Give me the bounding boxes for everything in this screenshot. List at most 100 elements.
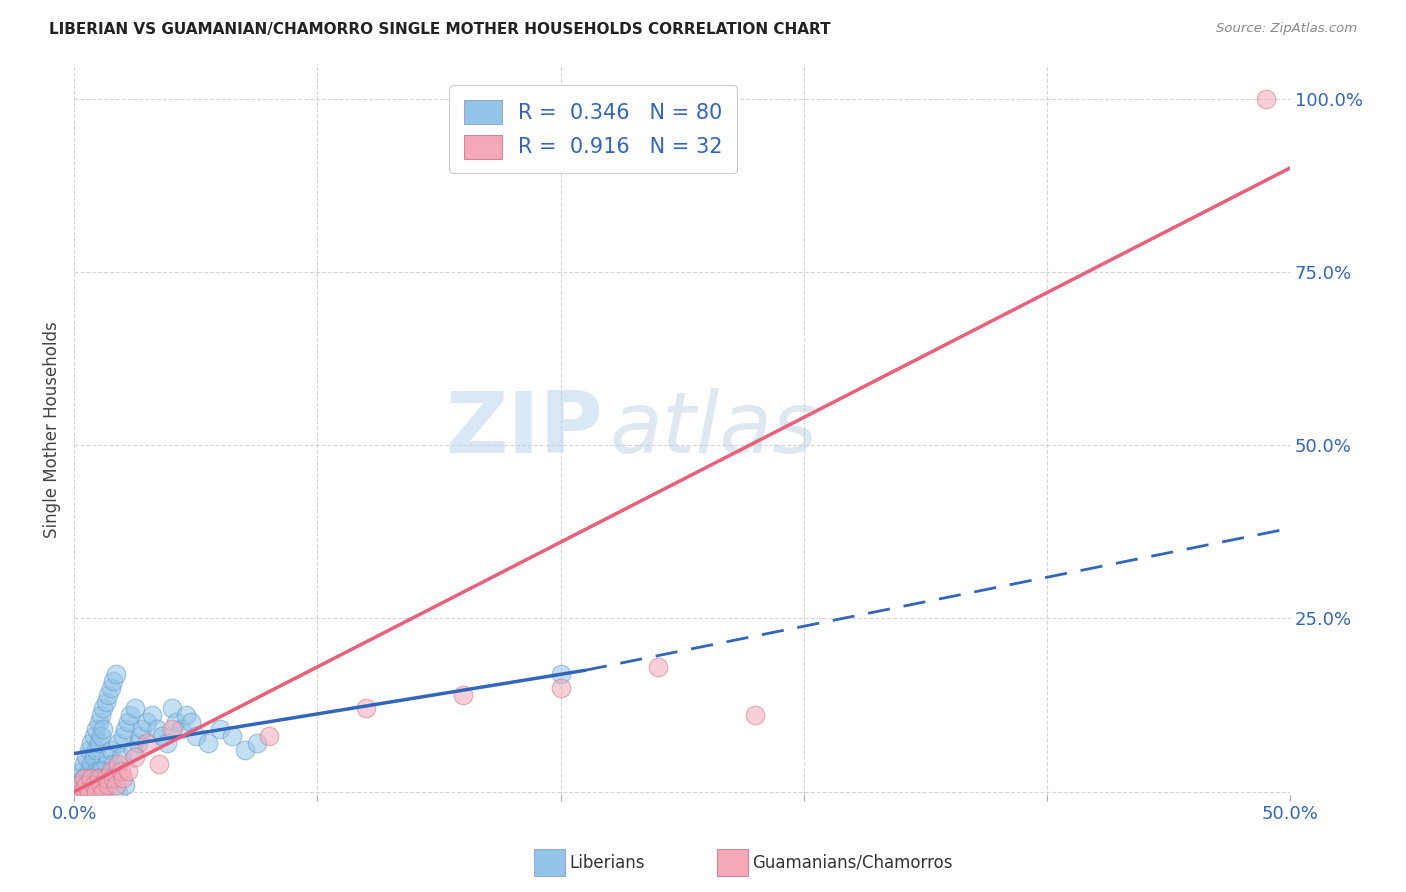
Point	[83, 729, 105, 743]
Point	[221, 729, 243, 743]
Point	[90, 764, 112, 778]
Text: LIBERIAN VS GUAMANIAN/CHAMORRO SINGLE MOTHER HOUSEHOLDS CORRELATION CHART: LIBERIAN VS GUAMANIAN/CHAMORRO SINGLE MO…	[49, 22, 831, 37]
Point	[131, 723, 153, 737]
Point	[93, 784, 115, 798]
Point	[170, 723, 193, 737]
Point	[76, 771, 98, 785]
Point	[453, 688, 475, 702]
Point	[647, 660, 669, 674]
Point	[76, 778, 98, 792]
Point	[80, 778, 103, 792]
Point	[70, 764, 93, 778]
Point	[87, 736, 110, 750]
Point	[100, 771, 122, 785]
Point	[73, 771, 96, 785]
Point	[84, 771, 107, 785]
Point	[67, 778, 90, 792]
Point	[80, 756, 103, 771]
Point	[73, 771, 96, 785]
Text: ZIP: ZIP	[446, 388, 603, 471]
Point	[97, 778, 120, 792]
Text: atlas: atlas	[609, 388, 817, 471]
Text: Guamanians/Chamorros: Guamanians/Chamorros	[752, 854, 953, 871]
Point	[146, 723, 169, 737]
Point	[77, 743, 100, 757]
Point	[84, 723, 107, 737]
Point	[148, 756, 170, 771]
Point	[97, 750, 120, 764]
Point	[76, 784, 98, 798]
Point	[114, 723, 136, 737]
Point	[107, 736, 129, 750]
Point	[354, 701, 377, 715]
Point	[110, 764, 132, 778]
Point	[66, 784, 89, 798]
Point	[77, 764, 100, 778]
Point	[127, 736, 149, 750]
Point	[73, 778, 96, 792]
Point	[100, 681, 122, 695]
Point	[97, 688, 120, 702]
Point	[103, 673, 125, 688]
Point	[67, 778, 90, 792]
Point	[84, 764, 107, 778]
Point	[100, 764, 122, 778]
Point	[94, 756, 117, 771]
Point	[107, 784, 129, 798]
Point	[104, 666, 127, 681]
Point	[70, 784, 93, 798]
Text: Liberians: Liberians	[569, 854, 645, 871]
Point	[550, 681, 572, 695]
Point	[80, 771, 103, 785]
Point	[84, 784, 107, 798]
Point	[129, 729, 152, 743]
Point	[121, 743, 143, 757]
Point	[174, 708, 197, 723]
Point	[550, 666, 572, 681]
Point	[77, 784, 100, 798]
Point	[76, 750, 98, 764]
Point	[1254, 92, 1277, 106]
Point	[744, 708, 766, 723]
Point	[120, 708, 142, 723]
Point	[70, 784, 93, 798]
Point	[124, 750, 146, 764]
Point	[83, 750, 105, 764]
Point	[77, 784, 100, 798]
Point	[90, 729, 112, 743]
Point	[136, 715, 159, 730]
Point	[80, 771, 103, 785]
Point	[87, 778, 110, 792]
Point	[111, 771, 134, 785]
Point	[180, 715, 202, 730]
Point	[73, 756, 96, 771]
Point	[141, 708, 163, 723]
Point	[83, 784, 105, 798]
Point	[87, 764, 110, 778]
Point	[84, 743, 107, 757]
Point	[165, 715, 187, 730]
Point	[93, 701, 115, 715]
Point	[77, 778, 100, 792]
Point	[111, 729, 134, 743]
Point	[67, 778, 90, 792]
Point	[87, 715, 110, 730]
Point	[100, 743, 122, 757]
Point	[246, 736, 269, 750]
Point	[93, 771, 115, 785]
Point	[117, 715, 139, 730]
Y-axis label: Single Mother Households: Single Mother Households	[44, 321, 60, 538]
Point	[76, 778, 98, 792]
Point	[156, 736, 179, 750]
Point	[80, 736, 103, 750]
Point	[103, 771, 125, 785]
Point	[184, 729, 207, 743]
Point	[136, 736, 159, 750]
Point	[90, 708, 112, 723]
Point	[94, 694, 117, 708]
Text: Source: ZipAtlas.com: Source: ZipAtlas.com	[1216, 22, 1357, 36]
Legend: R =  0.346   N = 80, R =  0.916   N = 32: R = 0.346 N = 80, R = 0.916 N = 32	[450, 86, 737, 173]
Point	[107, 756, 129, 771]
Point	[90, 778, 112, 792]
Point	[70, 784, 93, 798]
